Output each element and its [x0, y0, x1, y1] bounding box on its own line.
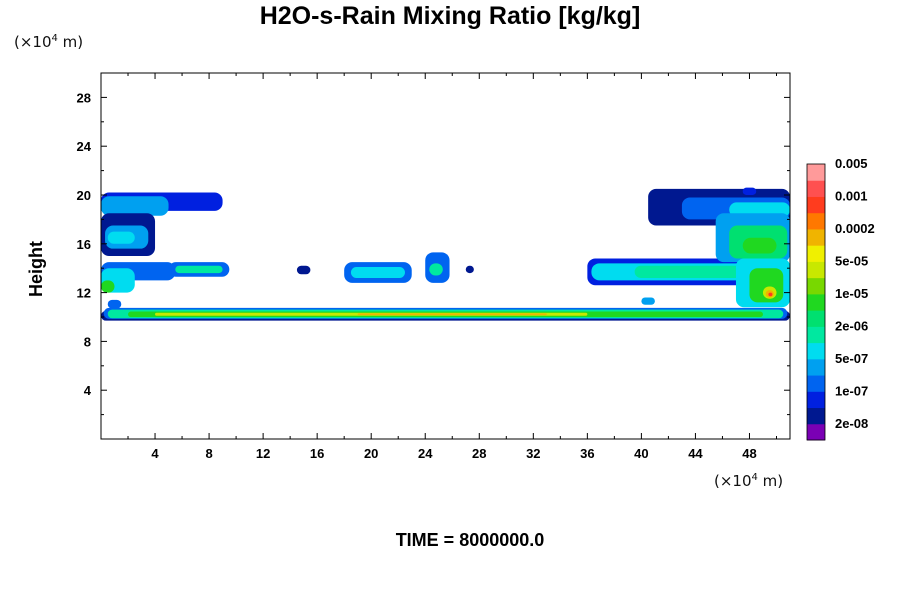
colorbar-swatch-5 [807, 342, 825, 360]
x-tick-label-4: 20 [364, 446, 378, 461]
x-tick-label-9: 40 [634, 446, 648, 461]
data-layer [101, 187, 790, 321]
contour-region-21 [429, 263, 443, 276]
x-tick-label-7: 32 [526, 446, 540, 461]
x-tick-label-1: 8 [205, 446, 212, 461]
contour-region-7 [101, 196, 169, 216]
contour-region-36 [768, 292, 773, 297]
x-units-prefix: (×10 [714, 472, 752, 490]
colorbar-swatch-16 [807, 164, 825, 181]
y-tick-label-5: 24 [77, 139, 92, 154]
colorbar-frame [806, 163, 826, 441]
contour-region-22 [465, 265, 474, 274]
contour-region-15 [175, 265, 223, 274]
x-tick-label-0: 4 [151, 446, 159, 461]
x-units-exponent: 4 [751, 472, 758, 483]
colorbar-label-8: 0.005 [835, 156, 868, 171]
contour-region-37 [641, 297, 655, 305]
colorbar-swatch-1 [807, 407, 825, 425]
contour-region-31 [742, 237, 777, 254]
colorbar-label-2: 5e-07 [835, 351, 868, 366]
colorbar-swatch-11 [807, 245, 825, 262]
y-units-exponent: 4 [51, 33, 58, 44]
x-tick-label-3: 16 [310, 446, 324, 461]
colorbar-swatch-12 [807, 228, 825, 246]
x-units-suffix: m) [757, 472, 784, 490]
x-tick-label-2: 12 [256, 446, 270, 461]
plot-title: H2O-s-Rain Mixing Ratio [kg/kg] [259, 2, 641, 30]
colorbar-swatch-6 [807, 326, 825, 344]
contour-region-25 [634, 265, 750, 278]
colorbar-label-4: 1e-05 [835, 286, 868, 301]
colorbar-label-0: 2e-08 [835, 416, 868, 431]
colorbar-swatch-10 [807, 261, 825, 279]
colorbar: 2e-08 1e-07 5e-07 2e-06 1e-05 5e-05 0.0002 0.00… [806, 156, 875, 441]
colorbar-swatch-13 [807, 212, 825, 230]
x-tick-label-10: 44 [688, 446, 703, 461]
contour-region-10 [107, 231, 135, 244]
y-axis-units: (×104 m) [14, 33, 83, 51]
contour-region-38 [742, 187, 757, 195]
colorbar-label-7: 0.001 [835, 188, 868, 203]
y-tick-label-6: 28 [77, 90, 91, 105]
contour-region-5 [357, 313, 547, 316]
y-units-prefix: (×10 [14, 33, 52, 51]
plot-frame [100, 72, 791, 440]
colorbar-swatch-8 [807, 293, 825, 311]
x-tick-label-6: 28 [472, 446, 486, 461]
y-tick-label-0: 4 [84, 383, 92, 398]
colorbar-label-5: 5e-05 [835, 253, 868, 268]
x-tick-label-8: 36 [580, 446, 594, 461]
x-axis-units: (×104 m) [714, 472, 783, 490]
colorbar-swatch-14 [807, 196, 825, 214]
colorbar-swatch-7 [807, 310, 825, 327]
y-units-suffix: m) [57, 33, 84, 51]
contour-region-17 [296, 265, 311, 275]
colorbar-swatch-4 [807, 358, 825, 376]
contour-region-19 [350, 266, 405, 278]
contour-region-13 [101, 280, 115, 293]
colorbar-swatch-2 [807, 391, 825, 409]
contour-region-16 [107, 299, 122, 309]
y-tick-label-3: 16 [77, 237, 91, 252]
y-tick-label-2: 12 [77, 286, 91, 301]
colorbar-label-3: 2e-06 [835, 318, 868, 333]
colorbar-swatch-0 [807, 423, 825, 441]
x-tick-label-11: 48 [742, 446, 756, 461]
y-tick-label-4: 20 [77, 188, 91, 203]
time-label: TIME = 8000000.0 [395, 530, 545, 550]
colorbar-swatch-9 [807, 277, 825, 295]
colorbar-label-6: 0.0002 [835, 221, 875, 236]
x-tick-label-5: 24 [418, 446, 433, 461]
y-tick-label-1: 8 [84, 334, 91, 349]
colorbar-swatch-15 [807, 180, 825, 197]
colorbar-label-1: 1e-07 [835, 383, 868, 398]
colorbar-swatch-3 [807, 375, 825, 392]
